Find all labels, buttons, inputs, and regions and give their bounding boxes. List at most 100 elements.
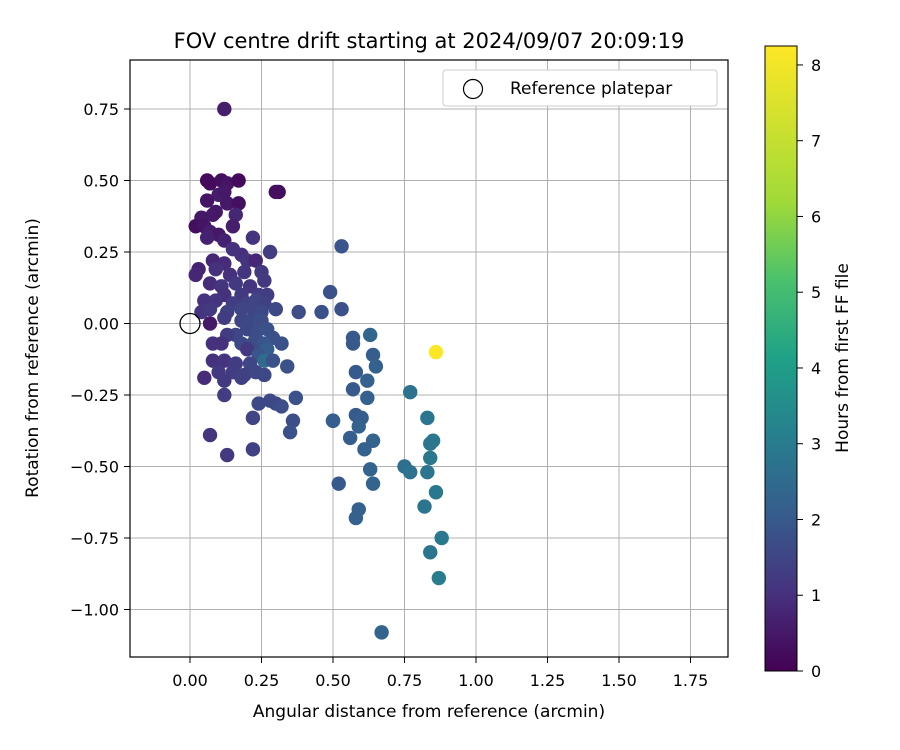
data-point xyxy=(188,267,203,283)
data-point xyxy=(331,476,346,491)
data-point xyxy=(268,302,283,317)
data-point xyxy=(314,304,329,320)
data-point xyxy=(368,359,384,374)
data-point xyxy=(225,219,241,234)
data-point xyxy=(217,101,232,117)
x-tick-label: 0.50 xyxy=(315,671,351,690)
data-point xyxy=(428,344,444,360)
data-point xyxy=(274,336,289,351)
y-tick-label: −0.50 xyxy=(70,458,119,477)
data-point xyxy=(428,485,444,500)
colorbar-tick-label: 6 xyxy=(811,207,821,226)
data-point xyxy=(285,413,301,428)
data-point xyxy=(345,336,361,351)
data-point xyxy=(431,570,447,586)
data-point xyxy=(217,387,232,403)
y-tick-label: −1.00 xyxy=(70,601,119,620)
data-point xyxy=(219,196,235,211)
reference-marker xyxy=(179,312,201,335)
data-point xyxy=(322,284,338,300)
data-point xyxy=(219,447,235,463)
colorbar-tick-label: 4 xyxy=(811,359,821,378)
data-point xyxy=(280,359,295,374)
plot-frame xyxy=(129,59,729,658)
data-point xyxy=(228,276,243,291)
data-point xyxy=(423,436,438,451)
data-point xyxy=(357,442,372,457)
legend: Reference platepar xyxy=(442,69,718,107)
data-point xyxy=(257,367,272,383)
data-point xyxy=(199,230,215,245)
data-point xyxy=(202,316,218,331)
data-point xyxy=(205,353,221,368)
data-point xyxy=(420,410,435,426)
data-point xyxy=(360,373,375,388)
data-point xyxy=(288,390,304,406)
data-point xyxy=(208,261,223,277)
colorbar-tick-label: 1 xyxy=(811,586,821,605)
colorbar-tick-label: 3 xyxy=(811,435,821,454)
y-tick-label: −0.75 xyxy=(70,529,119,548)
reference-platepar-point xyxy=(179,312,201,335)
data-point xyxy=(245,230,261,245)
data-point xyxy=(417,499,432,514)
data-point xyxy=(202,176,218,191)
data-point xyxy=(274,399,289,414)
x-tick-label: 1.25 xyxy=(530,671,566,690)
data-point xyxy=(248,253,263,268)
data-point xyxy=(403,465,418,480)
data-point xyxy=(251,396,266,411)
data-point xyxy=(345,382,361,397)
colorbar-tick-label: 5 xyxy=(811,283,821,302)
data-point xyxy=(342,430,358,446)
data-point xyxy=(237,264,252,280)
data-point xyxy=(205,207,221,223)
data-point xyxy=(257,273,272,288)
data-point xyxy=(214,336,229,351)
colorbar-ticks: 0 1 2 3 4 5 6 7 8 xyxy=(797,56,821,681)
x-tick-label: 0.00 xyxy=(172,671,208,690)
x-tick-label: 1.00 xyxy=(458,671,494,690)
data-point xyxy=(271,184,286,200)
x-tick-label: 0.25 xyxy=(244,671,280,690)
data-point xyxy=(348,364,364,380)
colorbar-label: Hours from first FF file xyxy=(833,263,853,453)
data-point xyxy=(362,462,378,477)
data-points xyxy=(188,101,449,640)
data-point xyxy=(240,342,255,357)
data-point xyxy=(351,419,366,434)
x-axis-ticks: 0.00 0.25 0.50 0.75 1.00 1.25 1.50 1.75 xyxy=(172,657,708,690)
data-point xyxy=(217,310,232,325)
data-point xyxy=(202,302,218,317)
data-point xyxy=(423,545,438,560)
chart-title: FOV centre drift starting at 2024/09/07 … xyxy=(174,29,685,53)
data-point xyxy=(262,244,278,260)
data-point xyxy=(334,302,349,317)
colorbar-tick-label: 7 xyxy=(811,132,821,151)
data-point xyxy=(231,173,246,188)
data-point xyxy=(228,207,243,223)
data-point xyxy=(365,347,381,363)
data-point xyxy=(217,184,232,200)
data-point xyxy=(334,239,349,254)
data-point xyxy=(365,476,381,491)
y-tick-label: 0.75 xyxy=(83,100,119,119)
y-axis-ticks: 0.75 0.50 0.25 0.00 −0.25 −0.50 −0.75 −1.00 xyxy=(70,100,130,620)
x-axis-label: Angular distance from reference (arcmin) xyxy=(253,702,605,722)
colorbar-tick-label: 2 xyxy=(811,510,821,529)
y-tick-label: −0.25 xyxy=(70,386,119,405)
y-tick-label: 0.50 xyxy=(83,172,119,191)
data-point xyxy=(265,353,281,368)
data-point xyxy=(360,390,375,406)
legend-label: Reference platepar xyxy=(510,79,672,99)
data-point xyxy=(434,530,449,546)
colorbar-tick-label: 0 xyxy=(811,662,821,681)
data-point xyxy=(245,410,261,426)
data-point xyxy=(403,384,418,400)
data-point xyxy=(234,302,249,317)
data-point xyxy=(197,370,212,386)
data-point xyxy=(234,370,249,386)
data-point xyxy=(231,196,246,211)
data-point xyxy=(217,373,232,388)
